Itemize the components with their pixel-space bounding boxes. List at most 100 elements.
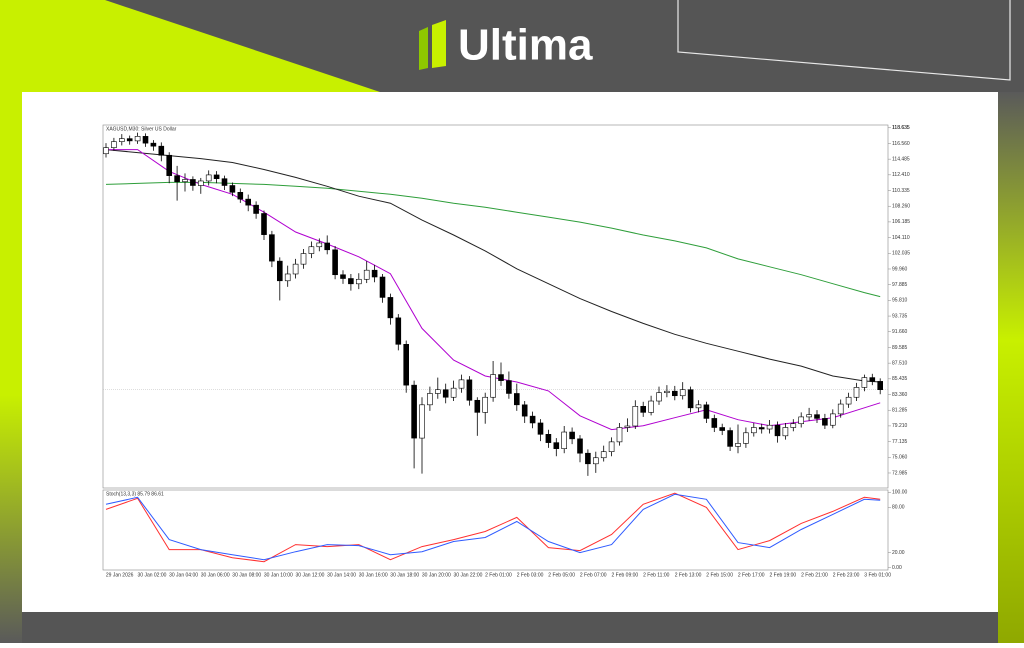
- accent: [0, 0, 380, 92]
- candle-body: [498, 374, 504, 381]
- candle-body: [150, 142, 157, 147]
- candle-body: [853, 387, 860, 398]
- candle-body: [845, 396, 852, 405]
- candle-body: [450, 387, 457, 398]
- x-tick-label: 2 Feb 07:00: [580, 572, 607, 578]
- x-tick-label: 30 Jan 08:00: [232, 572, 261, 578]
- accent: [998, 92, 1024, 643]
- candle-body: [253, 204, 259, 214]
- candle-body: [537, 422, 544, 435]
- logo-icon: [419, 27, 428, 70]
- candle-body: [806, 414, 812, 418]
- candle-body: [829, 413, 836, 426]
- y-tick-label: 110.335: [892, 188, 910, 194]
- candle-body: [332, 249, 338, 276]
- x-tick-label: 2 Feb 13:00: [675, 572, 702, 578]
- y-tick-label: 80.00: [892, 505, 905, 511]
- y-tick-label: 118.635: [892, 125, 910, 131]
- candle-body: [687, 389, 694, 409]
- candle-body: [679, 389, 686, 397]
- x-tick-label: 2 Feb 03:00: [517, 572, 544, 578]
- candle-body: [158, 145, 165, 156]
- candle-body: [348, 278, 354, 285]
- candle-body: [198, 180, 204, 186]
- y-tick-label: 87.510: [892, 360, 908, 366]
- logo-text: Ultima: [458, 21, 593, 70]
- candle-body: [822, 418, 828, 426]
- x-tick-label: 30 Jan 04:00: [169, 572, 198, 578]
- candle-body: [245, 198, 251, 206]
- candle-body: [308, 246, 315, 254]
- candle-body: [126, 138, 133, 142]
- x-tick-label: 30 Jan 02:00: [138, 572, 167, 578]
- candle-body: [877, 381, 884, 390]
- candle-body: [545, 434, 552, 443]
- candle-body: [411, 384, 417, 439]
- candle-body: [577, 438, 583, 454]
- y-tick-label: 72.985: [892, 470, 908, 476]
- candle-body: [553, 442, 560, 449]
- chart-title: XAGUSD,M30: Silver US Dollar: [106, 126, 177, 132]
- candle-body: [284, 273, 291, 282]
- candle-body: [111, 141, 117, 148]
- candle-body: [466, 379, 473, 401]
- candle-body: [261, 213, 267, 235]
- candle-body: [371, 269, 378, 278]
- y-tick-label: 95.810: [892, 298, 908, 304]
- candle-body: [292, 263, 299, 275]
- series-line: [105, 181, 881, 298]
- candle-body: [103, 147, 109, 155]
- y-tick-label: 108.260: [892, 204, 910, 210]
- candle-body: [269, 234, 275, 262]
- stoch-title: Stoch(13,3,3) 85.79 86.61: [106, 491, 164, 497]
- candle-body: [276, 260, 283, 282]
- candle-body: [727, 430, 733, 447]
- candle-body: [648, 400, 654, 413]
- y-tick-label: 97.885: [892, 282, 908, 288]
- x-tick-label: 2 Feb 11:00: [643, 572, 670, 578]
- candle-body: [229, 185, 236, 193]
- x-tick-label: 30 Jan 06:00: [201, 572, 230, 578]
- y-tick-label: 118.635: [892, 125, 910, 131]
- candle-body: [403, 344, 410, 386]
- series-line: [105, 492, 881, 563]
- candle-body: [782, 427, 789, 437]
- candle-body: [355, 278, 362, 285]
- x-tick-label: 2 Feb 09:00: [612, 572, 639, 578]
- candle-body: [419, 404, 425, 439]
- y-tick-label: 79.210: [892, 423, 908, 429]
- candle-body: [490, 374, 496, 398]
- candle-body: [758, 427, 765, 430]
- candle-body: [458, 379, 465, 389]
- candle-body: [205, 174, 212, 182]
- price-frame: [102, 124, 889, 489]
- y-tick-label: 106.185: [892, 219, 910, 225]
- x-tick-label: 2 Feb 21:00: [801, 572, 828, 578]
- candle-body: [640, 406, 647, 413]
- candle-body: [379, 276, 386, 298]
- y-tick-label: 116.560: [892, 141, 910, 147]
- candle-body: [529, 415, 536, 424]
- x-tick-label: 2 Feb 19:00: [770, 572, 797, 578]
- x-tick-label: 30 Jan 22:00: [454, 572, 483, 578]
- series-line: [105, 149, 881, 383]
- decor-line: [677, 0, 1011, 81]
- candle-body: [766, 424, 773, 430]
- x-tick-label: 2 Feb 01:00: [485, 572, 512, 578]
- candle-body: [790, 423, 797, 428]
- candle-body: [711, 418, 718, 428]
- candle-body: [134, 136, 141, 142]
- candle-body: [861, 377, 868, 388]
- candle-body: [600, 451, 607, 459]
- y-tick-label: 75.060: [892, 455, 908, 461]
- accent: [0, 92, 22, 643]
- x-tick-label: 3 Feb 01:00: [864, 572, 891, 578]
- x-tick-label: 2 Feb 17:00: [738, 572, 765, 578]
- y-tick-label: 104.110: [892, 235, 910, 241]
- candle-body: [166, 154, 172, 176]
- candle-body: [521, 404, 528, 417]
- candle-body: [237, 192, 244, 200]
- candle-body: [363, 269, 370, 280]
